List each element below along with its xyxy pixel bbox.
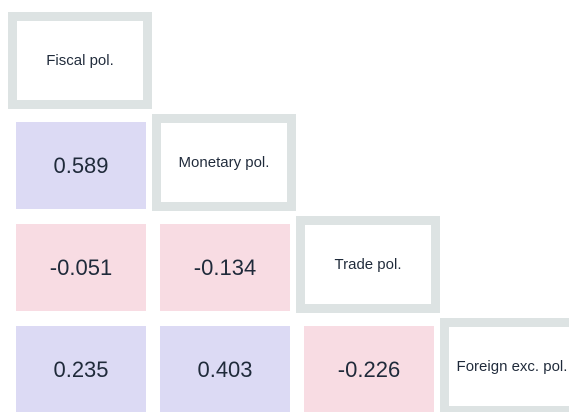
- label-cell: Monetary pol.: [152, 114, 296, 211]
- label-cell: Fiscal pol.: [8, 12, 152, 109]
- value-cell: 0.589: [16, 122, 146, 209]
- value-cell: -0.051: [16, 224, 146, 311]
- value-cell: -0.134: [160, 224, 290, 311]
- value-cell: 0.403: [160, 326, 290, 412]
- value-cell: -0.226: [304, 326, 434, 412]
- label-cell: Foreign exc. pol.: [440, 318, 569, 412]
- value-cell: 0.235: [16, 326, 146, 412]
- label-cell: Trade pol.: [296, 216, 440, 313]
